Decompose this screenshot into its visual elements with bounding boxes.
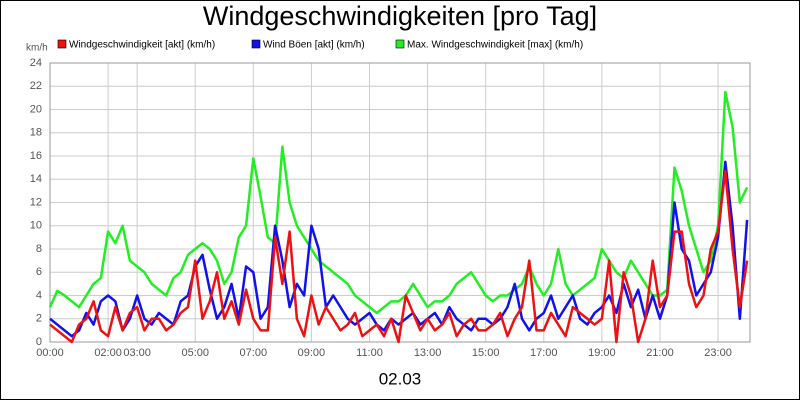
y-tick-label: 18 [30,127,42,139]
series-line [49,169,749,344]
x-tick-label: 03:00 [123,347,151,359]
y-tick-label: 0 [36,336,42,348]
y-tick-label: 8 [36,243,42,255]
y-tick-label: 12 [30,196,42,208]
y-tick-label: 10 [30,220,42,232]
x-tick-label: 23:00 [704,347,732,359]
y-tick-label: 14 [30,173,42,185]
x-tick-label: 17:00 [530,347,558,359]
y-axis-label: km/h [26,43,48,54]
y-tick-label: 6 [36,266,42,278]
plot-border [49,62,751,343]
chart-title: Windgeschwindigkeiten [pro Tag] [203,1,597,31]
y-tick-label: 24 [30,57,42,69]
x-tick-label: 02:00 [94,347,122,359]
legend-label: Windgeschwindigkeit [akt] (km/h) [69,40,215,51]
x-tick-label: 05:00 [181,347,209,359]
x-tick-label: 15:00 [472,347,500,359]
y-tick-label: 20 [30,103,42,115]
x-tick-label: 09:00 [298,347,326,359]
series-line [48,90,749,315]
x-axis-label: 02.03 [379,369,422,388]
y-tick-label: 4 [36,289,42,301]
legend-swatch [57,39,67,49]
x-tick-label: 21:00 [646,347,674,359]
x-tick-label: 19:00 [588,347,616,359]
legend-swatch [251,39,261,49]
x-tick-label: 00:00 [36,347,64,359]
x-tick-label: 11:00 [356,347,383,359]
y-tick-label: 2 [36,313,42,325]
legend-label: Max. Windgeschwindigkeit [max] (km/h) [407,40,583,51]
y-tick-label: 22 [30,80,42,92]
x-tick-label: 13:00 [414,347,442,359]
legend-swatch [395,39,405,49]
x-tick-label: 07:00 [240,347,268,359]
y-tick-label: 16 [30,150,42,162]
series-line [49,160,749,338]
legend-label: Wind Böen [akt] (km/h) [263,40,365,51]
